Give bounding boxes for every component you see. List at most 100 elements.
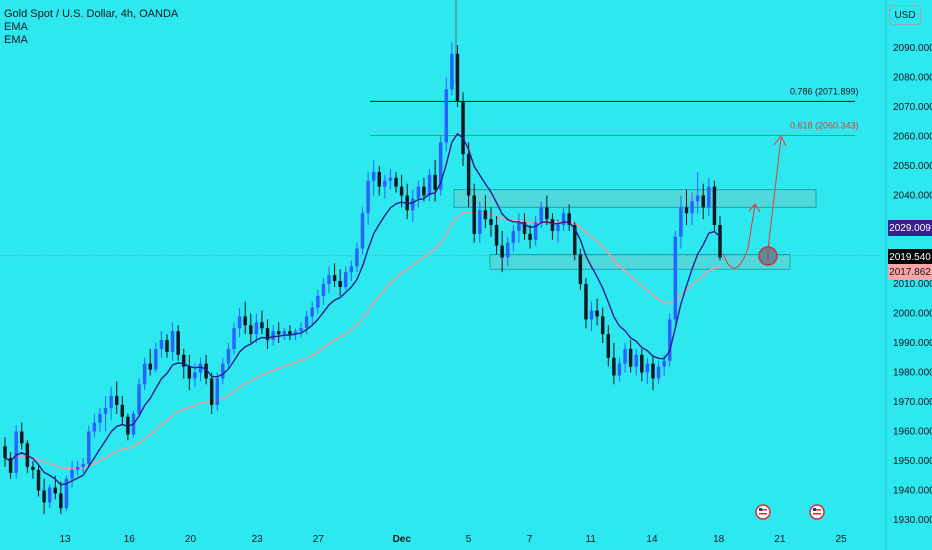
candle-body	[500, 245, 504, 258]
candle-body	[438, 142, 443, 190]
indicator-ema-2[interactable]: EMA	[4, 34, 28, 46]
x-tick-label: 20	[185, 534, 197, 545]
y-tick-label: 1950.000	[893, 456, 932, 467]
candle-body	[254, 322, 259, 335]
candle-body	[360, 213, 365, 249]
candle-body	[416, 186, 421, 199]
candle-body	[600, 316, 605, 335]
y-tick-label: 1930.000	[893, 515, 932, 526]
candle-body	[215, 378, 219, 405]
x-tick-label: 13	[59, 534, 71, 545]
candle-body	[545, 207, 549, 220]
candle-body	[450, 53, 454, 90]
candle-body	[271, 331, 275, 341]
candle-body	[651, 363, 655, 379]
resistance-zone	[453, 189, 817, 208]
ema-slow-price-label: 2017.862	[888, 264, 932, 280]
candle-body	[561, 213, 566, 225]
candle-body	[478, 210, 482, 234]
last-price-label: 2019.540	[888, 249, 932, 265]
candle-body	[394, 177, 398, 187]
candle-body	[165, 340, 169, 352]
projection-arrow-1	[748, 203, 761, 213]
y-tick-label: 2040.000	[893, 191, 932, 202]
candle-body	[617, 363, 622, 376]
candle-body	[640, 354, 644, 373]
candle-body	[154, 348, 158, 370]
candle-body	[388, 177, 393, 181]
candle-body	[695, 195, 700, 202]
candle-body	[405, 195, 409, 211]
candle-body	[176, 331, 180, 355]
candle-body	[489, 219, 493, 225]
candle-body	[556, 225, 560, 231]
candle-body	[528, 233, 532, 240]
candle-body	[327, 275, 331, 284]
chart-legend: Gold Spot / U.S. Dollar, 4h, OANDA EMA E…	[4, 8, 178, 47]
candle-body	[550, 219, 555, 231]
candle-body	[667, 319, 672, 361]
flag-canton	[813, 508, 816, 511]
candle-body	[533, 222, 538, 240]
candle-body	[707, 186, 711, 208]
candle-body	[249, 325, 253, 335]
us-flag-event-icon	[809, 504, 825, 520]
candle-body	[332, 275, 337, 282]
candle-body	[304, 316, 309, 329]
candle-body	[455, 53, 460, 102]
candle-body	[321, 284, 326, 296]
candle-body	[42, 490, 46, 503]
candle-body	[472, 195, 476, 234]
candle-body	[679, 207, 683, 237]
candle-body	[377, 171, 381, 187]
candle-body	[595, 310, 599, 317]
x-tick-label: 23	[252, 534, 264, 545]
x-tick-label: 18	[713, 534, 725, 545]
candle-body	[344, 272, 348, 287]
candle-body	[243, 316, 247, 326]
candle-body	[371, 171, 376, 181]
candle-body	[673, 236, 678, 320]
candle-body	[589, 310, 594, 320]
candle-body	[701, 195, 705, 208]
candle-body	[316, 295, 320, 308]
candle-body	[237, 316, 242, 329]
candle-body	[433, 174, 437, 190]
candle-body	[511, 230, 516, 243]
candle-body	[427, 174, 432, 196]
candle-body	[276, 331, 281, 335]
y-tick-label: 2050.000	[893, 161, 932, 172]
candle-body	[8, 458, 13, 473]
candle-body	[606, 334, 611, 358]
y-tick-label: 1940.000	[893, 486, 932, 497]
candle-body	[226, 348, 231, 364]
candle-body	[288, 331, 292, 335]
candle-body	[612, 357, 616, 376]
candle-body	[355, 248, 359, 267]
candle-body	[204, 363, 208, 379]
x-tick-label: 27	[313, 534, 325, 545]
candle-body	[299, 328, 303, 332]
y-tick-label: 1980.000	[893, 368, 932, 379]
x-tick-label: Dec	[393, 534, 412, 545]
candle-body	[506, 242, 510, 258]
candle-body	[87, 431, 91, 464]
indicator-ema-1[interactable]: EMA	[4, 21, 28, 33]
x-tick-label: 21	[774, 534, 786, 545]
candle-body	[14, 431, 18, 473]
ema-slow-line	[4, 211, 721, 470]
currency-button[interactable]: USD	[889, 5, 921, 25]
candle-body	[98, 413, 102, 423]
candle-body	[645, 363, 650, 373]
x-tick-label: 25	[835, 534, 847, 545]
candle-body	[656, 366, 661, 379]
candle-body	[293, 331, 298, 335]
candle-body	[53, 487, 58, 494]
candle-body	[47, 487, 52, 503]
candle-body	[221, 363, 225, 379]
candle-body	[20, 431, 24, 444]
candle-body	[260, 322, 264, 329]
candle-body	[718, 225, 722, 258]
